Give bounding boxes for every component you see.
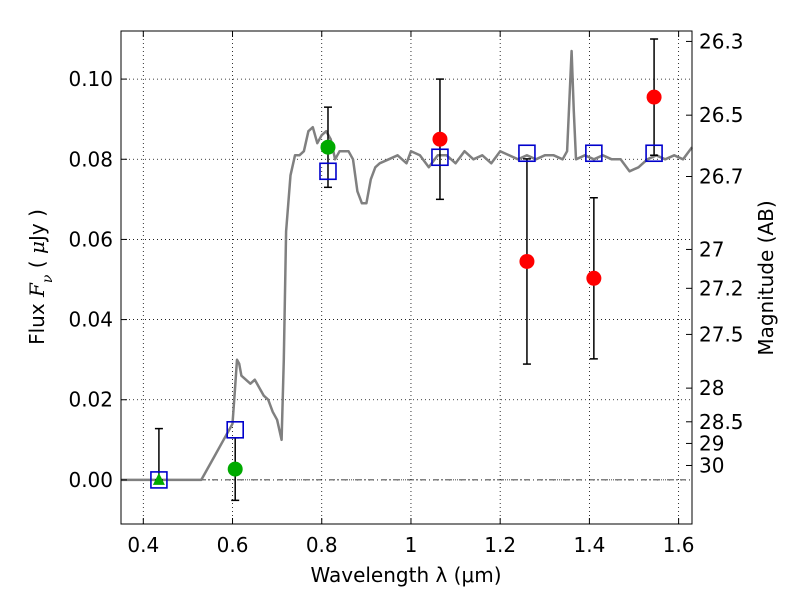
y-label-nu: ν: [40, 274, 56, 283]
magnitude-tick-label: 26.7: [699, 164, 744, 188]
x-tick-label: 0.6: [217, 533, 249, 557]
grid-lines: [121, 31, 692, 524]
magnitude-tick-label: 29: [699, 431, 724, 455]
y-label-f: F: [25, 282, 49, 298]
observed-flux-point: [432, 131, 448, 147]
model-photometry-square: [585, 144, 603, 163]
model-photometry-square: [431, 148, 449, 167]
y-tick-label: 0.06: [68, 227, 113, 251]
model-photometry-square: [150, 471, 168, 489]
data-markers: [150, 89, 663, 489]
y-label-mu: μ: [25, 241, 49, 254]
magnitude-tick-label: 28.5: [699, 410, 744, 434]
model-photometry-square: [319, 162, 337, 181]
model-photometry-square: [645, 144, 663, 163]
y-tick-label: 0.00: [68, 468, 113, 492]
y-tick-label: 0.02: [68, 388, 113, 412]
observed-flux-point: [586, 270, 602, 286]
model-spectrum-line: [121, 49, 694, 482]
magnitude-tick-label: 26.5: [699, 103, 744, 127]
magnitude-tick-label: 27.5: [699, 322, 744, 346]
y-tick-label: 0.04: [68, 308, 113, 332]
observed-flux-point: [320, 139, 336, 155]
x-tick-label: 0.8: [306, 533, 338, 557]
tick-labels: 0.4 0.6 0.8 1 1.2 1.4 1.6 0.00 0.02 0.04 0.06 0.08 0…: [68, 29, 743, 557]
y-label-unit: Jy ): [25, 209, 49, 243]
plot-frame: [120, 30, 693, 525]
y-tick-label: 0.10: [68, 67, 113, 91]
y-label-flux: Flux: [25, 297, 49, 345]
magnitude-tick-label: 30: [699, 453, 724, 477]
x-tick-label: 0.4: [127, 533, 159, 557]
magnitude-tick-label: 28: [699, 376, 724, 400]
x-tick-label: 1.4: [573, 533, 605, 557]
x-tick-label: 1.6: [663, 533, 695, 557]
model-photometry-square: [226, 421, 244, 439]
model-photometry-square: [518, 144, 536, 163]
x-tick-label: 1: [405, 533, 418, 557]
y-axis-title-right: Magnitude (AB): [754, 200, 778, 355]
error-bars: [154, 38, 659, 502]
observed-flux-point: [519, 253, 535, 269]
axis-ticks: [121, 31, 692, 524]
magnitude-tick-label: 26.3: [699, 29, 744, 53]
x-tick-label: 1.2: [484, 533, 516, 557]
y-label-paren: (: [25, 254, 49, 275]
y-axis-title-left: Flux Fν ( μJy ): [25, 209, 56, 345]
upper-limit-triangle: [152, 472, 165, 485]
x-axis-title: Wavelength λ (μm): [310, 563, 501, 587]
y-tick-label: 0.08: [68, 147, 113, 171]
observed-flux-point: [646, 89, 662, 105]
magnitude-tick-label: 27.2: [699, 276, 744, 300]
magnitude-tick-label: 27: [699, 237, 724, 261]
observed-flux-point: [227, 461, 243, 477]
